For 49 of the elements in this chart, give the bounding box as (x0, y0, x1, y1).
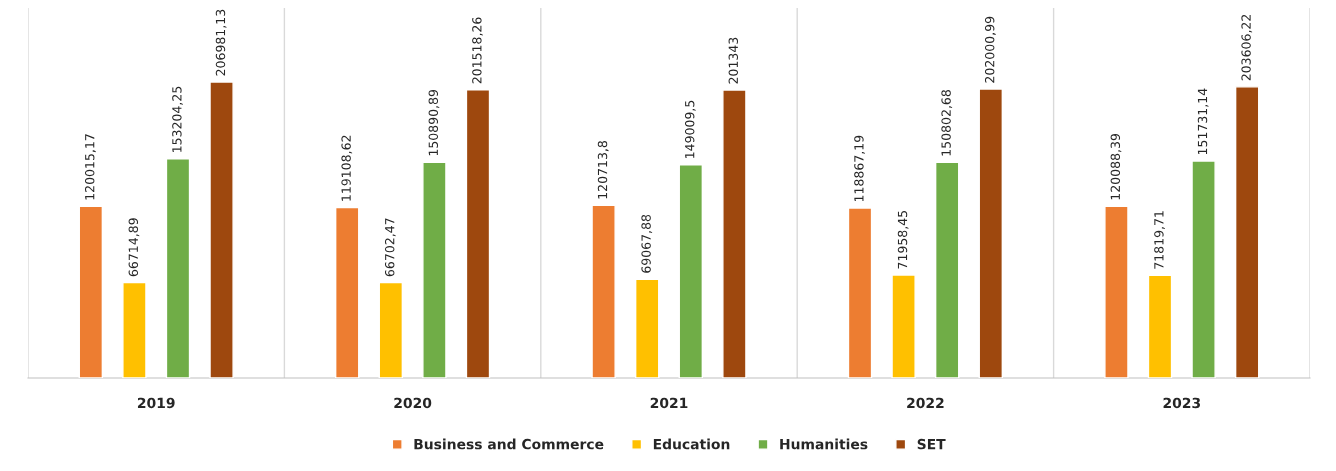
legend-label: Business and Commerce (414, 438, 604, 450)
bar (978, 88, 1004, 378)
data-label: 201518,26 (472, 17, 483, 84)
data-label: 151731,14 (1197, 88, 1209, 155)
bar (78, 205, 104, 378)
x-tick-label: 2019 (137, 397, 175, 409)
data-label: 69067,88 (641, 214, 653, 273)
bar (634, 278, 660, 378)
bar (1104, 205, 1129, 378)
data-label: 71819,71 (1154, 211, 1165, 269)
data-label: 206981,13 (215, 9, 227, 76)
data-label: 71958,45 (897, 210, 909, 269)
bar (1147, 274, 1173, 378)
bar (334, 206, 360, 378)
bar (722, 89, 747, 378)
legend-label: SET (917, 438, 946, 450)
data-label: 120713,8 (597, 141, 609, 199)
bar (422, 161, 447, 378)
x-tick-label: 2021 (650, 397, 688, 409)
bar (1191, 160, 1216, 378)
legend-label: Education (653, 438, 730, 450)
data-label: 150890,89 (428, 89, 440, 156)
data-label: 120015,17 (84, 134, 96, 200)
data-label: 150802,68 (941, 90, 953, 156)
x-tick-label: 2022 (907, 397, 944, 409)
data-label: 119108,62 (341, 135, 353, 201)
bar (891, 274, 916, 378)
data-label: 153204,25 (172, 86, 183, 152)
bar (678, 164, 704, 378)
data-label: 201343 (728, 37, 739, 84)
x-tick-label: 2023 (1163, 397, 1201, 409)
bar (122, 281, 147, 378)
bar (934, 161, 960, 378)
data-label: 202000,99 (984, 16, 996, 83)
bar (378, 281, 404, 378)
x-tick-label: 2020 (394, 397, 432, 409)
bar (1234, 86, 1260, 378)
data-label: 66714,89 (128, 218, 140, 277)
legend-label: Humanities (780, 438, 868, 450)
bar (165, 158, 191, 378)
bar (847, 207, 873, 378)
data-label: 118867,19 (854, 135, 865, 202)
bar (465, 89, 491, 378)
bar (591, 204, 616, 378)
bar (209, 81, 234, 378)
data-label: 149009,5 (684, 100, 696, 158)
data-label: 66702,47 (384, 218, 396, 277)
data-label: 120088,39 (1110, 133, 1122, 200)
data-label: 203606,22 (1241, 14, 1253, 81)
